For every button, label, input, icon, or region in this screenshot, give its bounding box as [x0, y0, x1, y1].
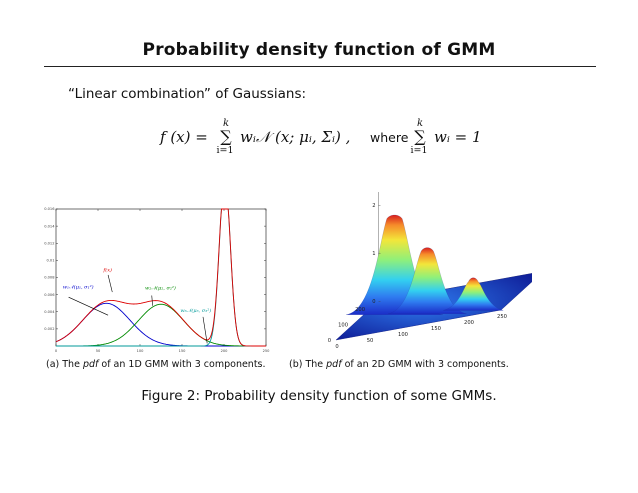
x-tick-label: 100: [398, 332, 408, 338]
annotation-fx: f(x): [102, 267, 112, 274]
annotation-component-2: w₂𝒩(μ₂, σ₂²): [145, 284, 176, 291]
caption-1d: (a) The pdf of an 1D GMM with 3 componen…: [46, 359, 266, 370]
y-tick-label: 0.01: [46, 259, 54, 263]
z-tick-label: 2: [372, 203, 375, 209]
formula-term: wᵢ𝒩 (x; μᵢ, Σᵢ) ,: [240, 128, 351, 146]
x-tick-label: 200: [464, 320, 474, 326]
y-tick-label: 0.008: [44, 276, 55, 280]
annotation-fx-arrow: [107, 274, 113, 293]
formula-rhs: wᵢ = 1: [434, 128, 482, 146]
x-tick-label: 50: [367, 338, 374, 344]
caption-2d-prefix: (b) The: [289, 359, 327, 370]
x-tick-label: 250: [263, 349, 271, 353]
gmm-formula: f (x) = k ∑ i=1 wᵢ𝒩 (x; μᵢ, Σᵢ) , where …: [160, 118, 500, 166]
y-tick-label: 0.006: [44, 293, 55, 297]
x-tick-label: 50: [96, 349, 101, 353]
caption-1d-suffix: of an 1D GMM with 3 components.: [98, 359, 266, 370]
sum-symbol: ∑: [220, 127, 232, 146]
summation-left: k ∑ i=1: [216, 118, 234, 156]
slide-title: Probability density function of GMM: [142, 40, 496, 60]
sum-upper-limit: k: [222, 118, 230, 129]
sum-symbol: ∑: [414, 127, 426, 146]
x-tick-label: 150: [431, 326, 441, 332]
annotation-component-1: w₁𝒩(μ₁, σ₁²): [63, 284, 94, 291]
caption-2d-pdf: pdf: [326, 359, 342, 370]
gmm-2d-surface-plot: 012x 10⁻⁴0501001502002500100200: [328, 192, 532, 350]
caption-2d-suffix: of an 2D GMM with 3 components.: [341, 359, 509, 370]
surface-peak-3: [443, 277, 504, 311]
annotation-component-2-arrow: [151, 295, 153, 306]
y-tick-label: 0.002: [44, 327, 54, 331]
surface-peak-2: [388, 247, 467, 314]
x-tick-label: 100: [137, 349, 145, 353]
sum-upper-limit: k: [416, 118, 424, 129]
x-tick-label: 0: [55, 349, 58, 353]
sum-lower-limit: i=1: [216, 145, 234, 156]
gmm-1d-plot: 0 50 100 150 200 250 0.002 0.004 0.006 0.008 0.01 0…: [44, 207, 271, 353]
y-tick-label: 100: [338, 323, 348, 329]
annotation-component-3-arrow: [202, 316, 208, 344]
formula-where: where: [370, 130, 409, 145]
y-tick-label: 0: [328, 338, 331, 344]
caption-2d: (b) The pdf of an 2D GMM with 3 componen…: [289, 359, 509, 370]
caption-1d-pdf: pdf: [82, 359, 99, 370]
y-tick-label: 0.012: [44, 241, 54, 245]
y-tick-label: 0.016: [44, 207, 55, 211]
z-tick-label: 0: [372, 299, 375, 305]
y-tick-label: 200: [355, 307, 365, 313]
x-tick-label: 200: [221, 349, 229, 353]
annotation-component-3: w₃𝒩(μ₃, σ₃²): [180, 307, 211, 314]
intro-text: “Linear combination” of Gaussians:: [68, 86, 307, 102]
caption-1d-prefix: (a) The: [46, 359, 83, 370]
annotation-component-1-arrow: [68, 296, 109, 316]
x-tick-label: 250: [497, 314, 507, 320]
z-tick-label: 1: [372, 251, 375, 257]
plot-frame: [55, 208, 267, 347]
x-tick-label: 150: [179, 349, 187, 353]
y-tick-label: 0.004: [44, 310, 55, 314]
formula-lhs: f (x) =: [160, 128, 208, 146]
x-tick-label: 0: [335, 344, 338, 350]
title-divider: [44, 66, 596, 67]
figure-caption: Figure 2: Probability density function o…: [141, 388, 497, 404]
summation-right: k ∑ i=1: [410, 118, 428, 156]
y-tick-label: 0.014: [44, 224, 55, 228]
mixture-curve: [55, 208, 266, 347]
sum-lower-limit: i=1: [410, 145, 428, 156]
